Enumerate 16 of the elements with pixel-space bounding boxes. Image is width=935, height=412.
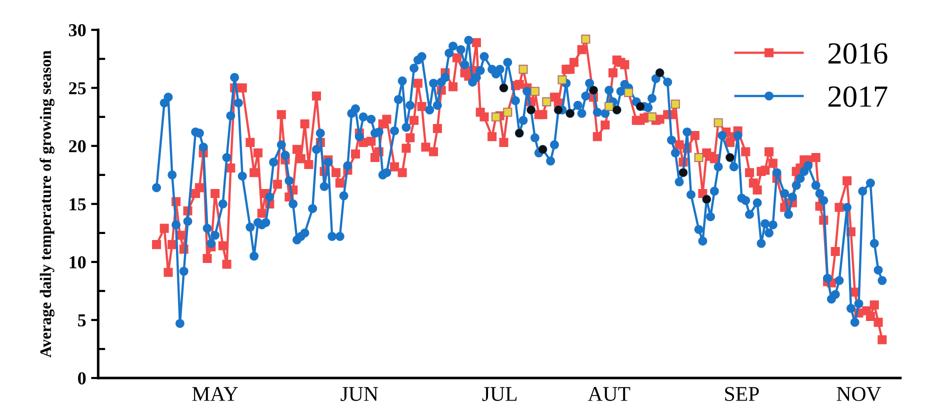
x-tick-label: JUN	[340, 387, 378, 402]
y-axis-title: Average daily temperature of growing season	[40, 50, 54, 358]
x-tick-label: JUL	[482, 387, 517, 402]
x-tick-label: NOV	[836, 387, 882, 402]
legend-label: 2017	[828, 86, 888, 107]
y-tick-label: 30	[68, 24, 86, 36]
y-tick-label: 15	[70, 198, 86, 210]
y-tick-label: 0	[78, 372, 86, 384]
y-tick-label: 20	[69, 140, 86, 152]
y-tick-label: 25	[69, 82, 86, 94]
x-tick-label: MAY	[192, 387, 238, 401]
legend-label: 2016	[828, 43, 888, 64]
x-tick-label: SEP	[725, 387, 759, 402]
y-tick-label: 10	[70, 256, 86, 268]
y-tick-label: 5	[78, 314, 86, 326]
x-tick-label: AUT	[588, 387, 630, 402]
